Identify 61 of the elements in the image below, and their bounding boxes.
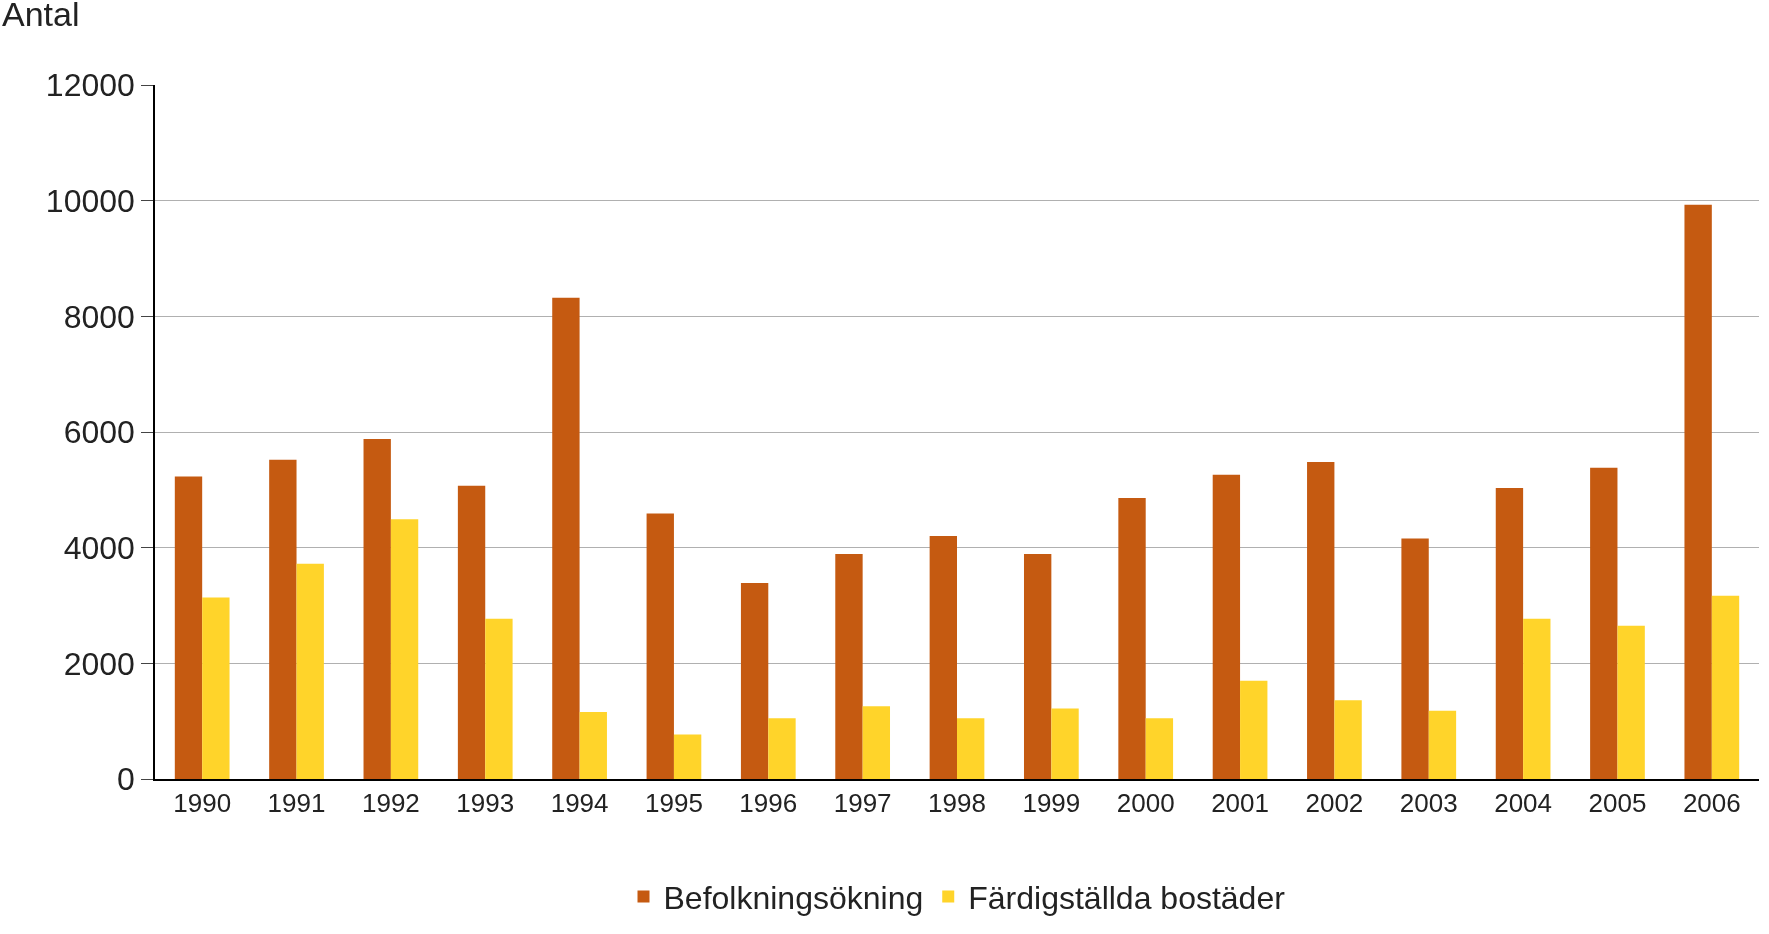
bar [1711,595,1740,779]
x-tick-label: 2004 [1494,787,1553,818]
y-tick-label: 0 [117,761,135,798]
bar [768,718,796,779]
x-tick-label: 1992 [361,787,420,818]
x-tick-label: 1995 [645,787,703,818]
bar [1495,488,1524,779]
x-tick-label: 2005 [1588,787,1647,818]
bar [1212,474,1241,779]
bar [1428,710,1457,779]
bar [202,597,230,779]
bar [929,536,957,779]
x-tick-label: 1991 [267,787,326,818]
bar [673,734,702,779]
bar [1334,700,1362,779]
bar [457,485,486,779]
bar [269,459,297,779]
x-tick-label: 2006 [1682,787,1741,818]
bar [1684,204,1712,779]
x-tick-label: 1993 [456,787,515,818]
bar [1118,497,1146,779]
x-tick-label: 2000 [1116,787,1175,818]
x-tick-label: 2001 [1211,787,1269,818]
x-tick-label: 2002 [1305,787,1364,818]
bar [1023,554,1052,779]
x-tick-label: 1996 [739,787,798,818]
bar [296,563,324,779]
x-tick-label: 1997 [833,787,892,818]
x-tick-label: 1999 [1022,787,1081,818]
y-tick-label: 2000 [63,645,135,682]
y-tick-label: 8000 [63,298,135,335]
bar [1523,618,1551,779]
y-axis-title: Antal [2,0,80,33]
legend-label: Befolkningsökning [663,880,924,916]
bar [485,618,513,779]
y-tick-label: 6000 [63,414,135,451]
bar [552,297,580,779]
legend-label: Färdigställda bostäder [968,880,1286,916]
bar [579,711,607,779]
bar [740,582,769,779]
y-tick-label: 10000 [45,182,135,219]
bar [1240,680,1268,779]
bar [1617,625,1645,779]
bar [390,519,419,779]
bar [1590,467,1618,779]
x-tick-label: 1990 [173,787,232,818]
bar [835,554,863,779]
bar [1401,538,1429,779]
bar [1145,718,1174,779]
bar [957,718,985,779]
x-tick-label: 1994 [550,787,609,818]
bar [1307,462,1335,779]
x-tick-label: 2003 [1399,787,1458,818]
bar [363,438,391,779]
bar [862,706,891,779]
bar [1051,708,1079,779]
x-tick-label: 1998 [928,787,986,818]
y-tick-label: 4000 [63,529,135,566]
bar [174,476,203,779]
y-tick-label: 12000 [45,67,135,104]
bar [646,513,674,779]
